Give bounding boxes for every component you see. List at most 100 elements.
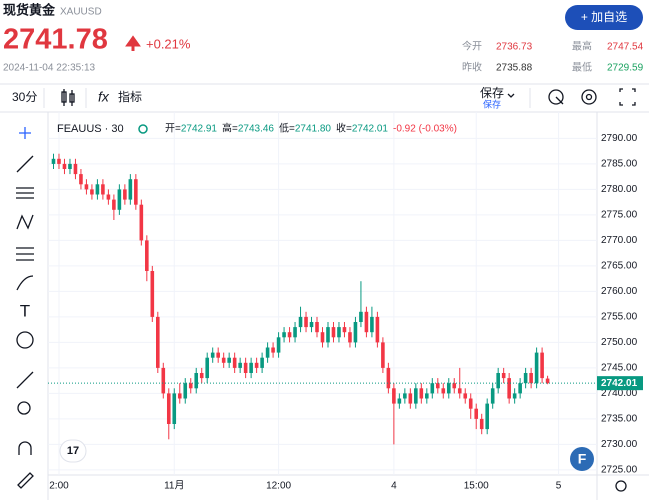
candle-body xyxy=(123,189,127,200)
fx-icon[interactable]: fx xyxy=(98,89,110,105)
candle-body xyxy=(199,373,204,379)
candle-body xyxy=(397,398,402,404)
timestamp: 2024-11-04 22:35:13 xyxy=(3,63,96,74)
candle-body xyxy=(452,383,457,389)
candle-body xyxy=(474,408,479,419)
candle-body xyxy=(271,347,275,353)
snapshot-icon[interactable] xyxy=(548,89,564,105)
candle-body xyxy=(540,352,544,379)
candle-body xyxy=(265,347,270,358)
candle-body xyxy=(414,388,418,404)
candle-body xyxy=(117,189,122,210)
y-tick-label: 2775.00 xyxy=(601,210,638,221)
save-menu[interactable] xyxy=(507,93,515,98)
symbol: XAUUSD xyxy=(60,7,102,18)
text-tool[interactable]: T xyxy=(20,301,30,320)
y-tick-label: 2760.00 xyxy=(601,286,638,297)
candle-body xyxy=(79,174,83,185)
candle-body xyxy=(101,184,105,195)
candle-body xyxy=(84,184,89,190)
stat-label: 最低 xyxy=(572,61,592,74)
zoom-tool[interactable] xyxy=(17,401,31,415)
candle-type-icon[interactable] xyxy=(61,89,75,106)
legend: 开= 2742.91 高= 2743.46 低= 2741.80 收= 2742.01 -0.9… xyxy=(165,122,457,135)
candle-body xyxy=(463,393,468,399)
candle-body xyxy=(326,327,330,343)
f-badge-text: F xyxy=(578,451,587,467)
y-tick-label: 2745.00 xyxy=(601,363,638,374)
last-price-label: 2742.01 xyxy=(601,378,638,389)
candle-body xyxy=(430,383,435,394)
y-tick-label: 2740.00 xyxy=(601,388,638,399)
add-watchlist-button[interactable] xyxy=(565,5,643,30)
candle-body xyxy=(210,352,215,358)
candle-body xyxy=(523,373,528,384)
candle-body xyxy=(386,367,391,389)
x-tick-label: 2:00 xyxy=(49,481,69,492)
x-tick-label: 15:00 xyxy=(464,481,489,492)
candle-body xyxy=(435,383,440,389)
x-tick-label: 4 xyxy=(391,481,397,492)
candle-body xyxy=(221,357,226,363)
candle-body xyxy=(194,373,199,389)
legend-value: 2743.46 xyxy=(238,124,275,135)
stat-value: 2729.59 xyxy=(607,63,644,74)
candle-body xyxy=(254,362,259,368)
emoji-tool[interactable] xyxy=(16,331,34,349)
fullscreen-icon[interactable] xyxy=(619,88,636,106)
symbol-label: FEAUUS · 30 xyxy=(57,123,124,135)
candle-body xyxy=(249,362,253,373)
trend-line-tool[interactable] xyxy=(16,155,34,173)
brush-tool[interactable] xyxy=(16,275,34,291)
measure-tool[interactable] xyxy=(16,371,34,389)
candle-body xyxy=(364,311,369,333)
up-arrow xyxy=(125,35,141,51)
candle-body xyxy=(238,362,242,368)
price-change: +0.21% xyxy=(146,36,191,51)
interval[interactable]: 30分 xyxy=(12,90,37,104)
candle-body xyxy=(408,393,413,404)
candle-body xyxy=(496,373,500,389)
save[interactable]: 保存 xyxy=(480,86,504,100)
settings-icon[interactable] xyxy=(581,89,597,105)
pattern-tool[interactable] xyxy=(16,214,34,230)
candle-body xyxy=(62,163,67,169)
indicators[interactable]: 指标 xyxy=(118,89,142,104)
candle-body xyxy=(304,316,308,328)
candle-body xyxy=(529,373,533,384)
chart: 2725.00 2730.00 2735.00 2740.00 2745.00 2750.… xyxy=(48,112,643,492)
instrument-name: 现货黄金 xyxy=(3,2,56,17)
projection-tool[interactable] xyxy=(16,247,34,261)
crosshair-tool[interactable] xyxy=(19,127,31,139)
candle-body xyxy=(227,357,231,363)
candle-body xyxy=(441,388,446,394)
candle-body xyxy=(298,316,303,328)
candle-body xyxy=(216,352,220,358)
candle-body xyxy=(161,367,166,394)
candle-body xyxy=(309,322,314,328)
candle-body xyxy=(403,393,407,399)
fib-tool[interactable] xyxy=(16,187,34,199)
candle-body xyxy=(485,403,489,430)
candle-body xyxy=(73,163,78,175)
magnet-tool[interactable] xyxy=(18,441,32,455)
button-label[interactable]: + 加自选 xyxy=(581,10,627,24)
candle-body xyxy=(392,388,396,404)
candle-body xyxy=(507,378,511,399)
stat-value: 2747.54 xyxy=(607,42,644,53)
lock-tool[interactable] xyxy=(17,472,34,489)
candle-body xyxy=(490,388,495,404)
candle-body xyxy=(534,352,539,384)
candle-body xyxy=(512,393,517,399)
candle-body xyxy=(337,327,341,338)
candle-body xyxy=(205,357,210,379)
legend-value: 2742.91 xyxy=(181,124,218,135)
legend-value: 2742.01 xyxy=(352,124,389,135)
candle-body xyxy=(287,332,292,338)
candle-body xyxy=(446,383,451,394)
candle-body xyxy=(95,184,100,195)
candle-body xyxy=(183,383,188,399)
f-badge xyxy=(570,447,594,471)
axis-settings[interactable] xyxy=(615,480,627,492)
candle-body xyxy=(276,337,281,353)
